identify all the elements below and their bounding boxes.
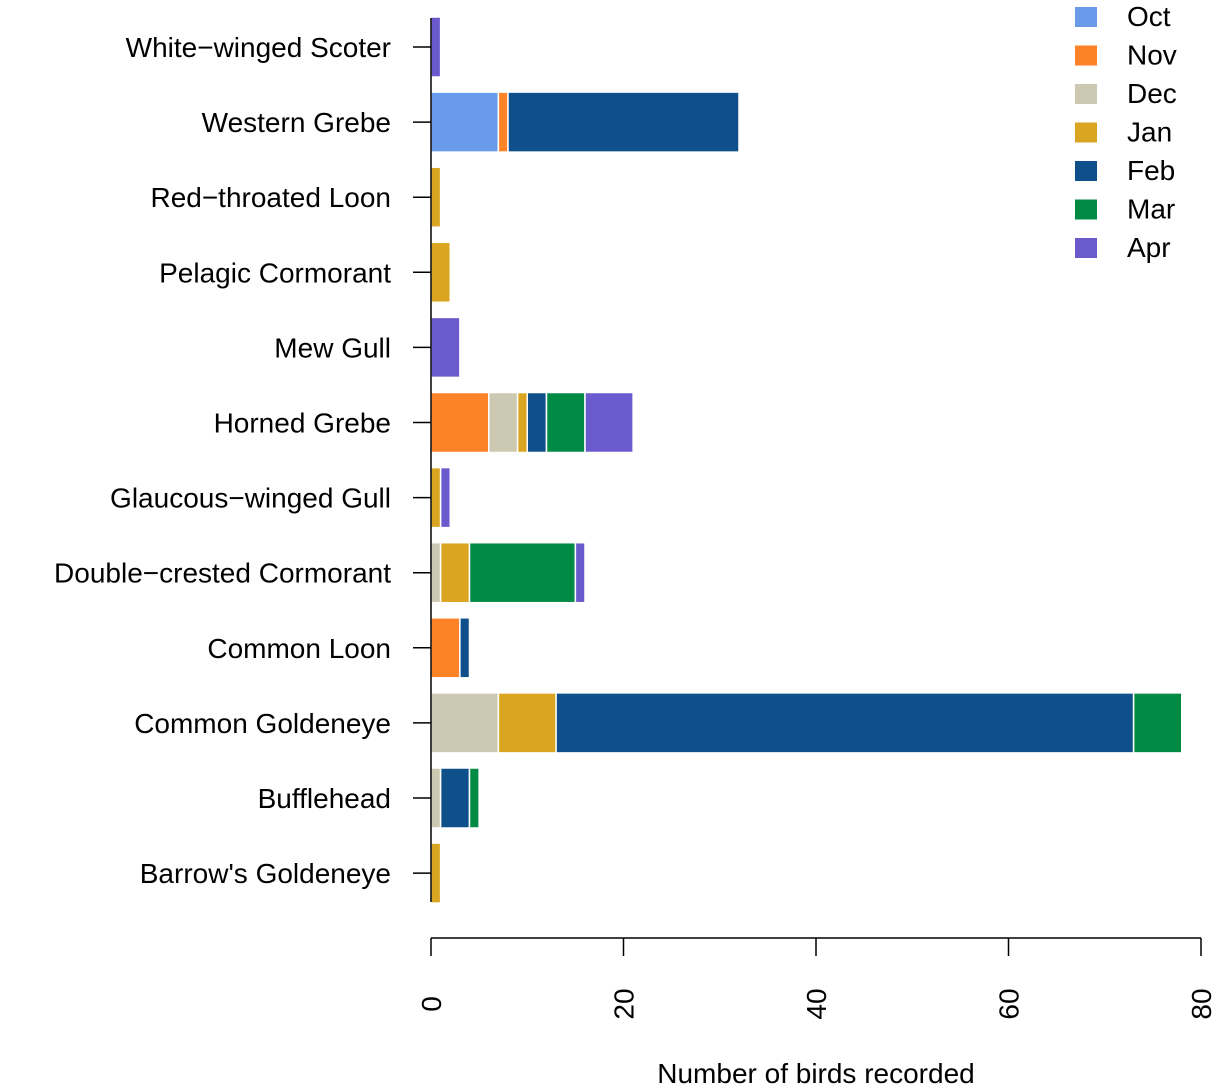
- legend-swatch-apr: [1075, 238, 1097, 258]
- x-tick-label: 0: [416, 996, 447, 1012]
- legend-swatch-jan: [1075, 122, 1097, 143]
- category-label: Common Loon: [207, 633, 391, 664]
- category-labels: White−winged Scoter Western Grebe Red−thro…: [54, 18, 432, 902]
- bar-bufflehead-feb: [439, 767, 471, 829]
- category-label: Common Goldeneye: [134, 708, 391, 739]
- category-label: Barrow's Goldeneye: [140, 858, 391, 889]
- legend-swatch-nov: [1075, 45, 1097, 66]
- bar-common-goldeneye-feb: [555, 692, 1135, 754]
- bar-pelagic-cormorant-jan: [430, 241, 451, 304]
- x-tick-label: 20: [609, 988, 640, 1019]
- bar-glaucous-winged-gull-jan: [430, 466, 442, 529]
- category-label: Mew Gull: [274, 332, 391, 363]
- legend-label-apr: Apr: [1127, 232, 1171, 263]
- bar-double-crested-cormorant-dec: [430, 541, 442, 604]
- x-tick-label: 80: [1186, 988, 1217, 1019]
- legend-label-mar: Mar: [1127, 194, 1175, 225]
- bar-bufflehead-dec: [430, 767, 442, 829]
- bar-horned-grebe-mar: [545, 391, 586, 454]
- legend-swatch-oct: [1075, 7, 1097, 27]
- bar-common-goldeneye-mar: [1132, 692, 1183, 754]
- bar-horned-grebe-feb: [526, 391, 548, 454]
- bar-horned-grebe-dec: [488, 391, 519, 454]
- category-label: Double−crested Cormorant: [54, 558, 391, 589]
- legend-swatch-mar: [1075, 199, 1097, 220]
- legend-swatch-feb: [1075, 161, 1097, 181]
- bar-bufflehead-mar: [468, 767, 480, 829]
- bar-double-crested-cormorant-mar: [468, 541, 577, 604]
- x-tick-label: 40: [801, 988, 832, 1019]
- category-label: Red−throated Loon: [150, 182, 391, 213]
- x-axis: 0 20 40 60 80: [416, 937, 1217, 1020]
- bar-horned-grebe-jan: [516, 391, 528, 454]
- category-label: Bufflehead: [258, 783, 391, 814]
- category-label: Horned Grebe: [214, 408, 391, 439]
- bar-common-loon-feb: [459, 617, 471, 679]
- legend-label-jan: Jan: [1127, 117, 1172, 148]
- x-tick-label: 60: [994, 988, 1025, 1019]
- bar-white-winged-scoter-apr: [430, 16, 442, 78]
- bar-common-loon-nov: [430, 617, 461, 679]
- legend: Oct Nov Dec Jan Feb Mar Apr: [1075, 1, 1177, 263]
- legend-label-nov: Nov: [1127, 40, 1177, 71]
- legend-label-dec: Dec: [1127, 78, 1177, 109]
- bar-horned-grebe-apr: [584, 391, 634, 454]
- bar-glaucous-winged-gull-apr: [439, 466, 451, 529]
- bar-double-crested-cormorant-apr: [574, 541, 586, 604]
- bar-barrow-s-goldeneye-jan: [430, 842, 442, 904]
- category-label: Pelagic Cormorant: [159, 257, 391, 288]
- bar-red-throated-loon-jan: [430, 166, 442, 228]
- bar-western-grebe-oct: [430, 91, 500, 153]
- category-label: White−winged Scoter: [126, 32, 391, 63]
- bar-double-crested-cormorant-jan: [439, 541, 471, 604]
- bar-horned-grebe-nov: [430, 391, 490, 454]
- legend-label-oct: Oct: [1127, 1, 1171, 32]
- legend-label-feb: Feb: [1127, 155, 1175, 186]
- category-label: Glaucous−winged Gull: [110, 483, 391, 514]
- bar-western-grebe-feb: [507, 91, 740, 153]
- bar-common-goldeneye-jan: [497, 692, 557, 754]
- bars-layer: [430, 16, 1183, 904]
- legend-swatch-dec: [1075, 84, 1097, 104]
- bar-common-goldeneye-dec: [430, 692, 500, 754]
- bar-mew-gull-apr: [430, 316, 461, 379]
- x-axis-title: Number of birds recorded: [657, 1058, 974, 1087]
- category-label: Western Grebe: [202, 107, 391, 138]
- bar-western-grebe-nov: [497, 91, 509, 153]
